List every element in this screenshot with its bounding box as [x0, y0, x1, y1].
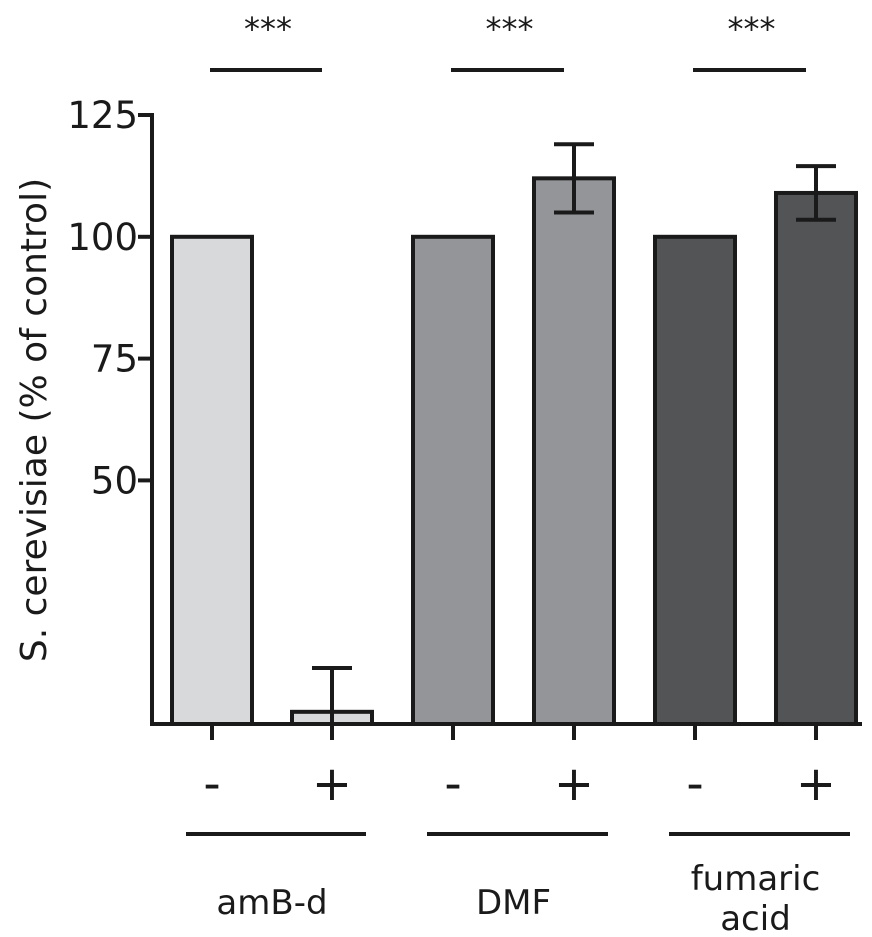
y-axis-label: S. cerevisiae (% of control)	[14, 178, 55, 662]
group-label: amB-d	[216, 883, 327, 923]
y-tick-label: 50	[91, 459, 138, 502]
bar	[653, 234, 737, 727]
x-category-label: -	[444, 756, 461, 812]
group-label: acid	[720, 899, 791, 937]
x-category-label: -	[686, 756, 703, 812]
bar	[170, 234, 254, 727]
x-category-label: +	[312, 756, 352, 812]
y-tick-label: 125	[67, 94, 138, 137]
significance-label: ***	[486, 10, 534, 48]
y-tick-label: 75	[91, 338, 138, 381]
bar	[411, 234, 495, 727]
x-category-label: +	[796, 756, 836, 812]
x-category-label: +	[554, 756, 594, 812]
significance-label: ***	[728, 10, 776, 48]
group-label: DMF	[476, 883, 551, 923]
group-label: fumaric	[691, 859, 821, 899]
x-category-label: -	[203, 756, 220, 812]
y-tick-label: 100	[67, 216, 138, 259]
bar	[774, 190, 858, 726]
bar	[532, 176, 616, 726]
significance-label: ***	[244, 10, 292, 48]
